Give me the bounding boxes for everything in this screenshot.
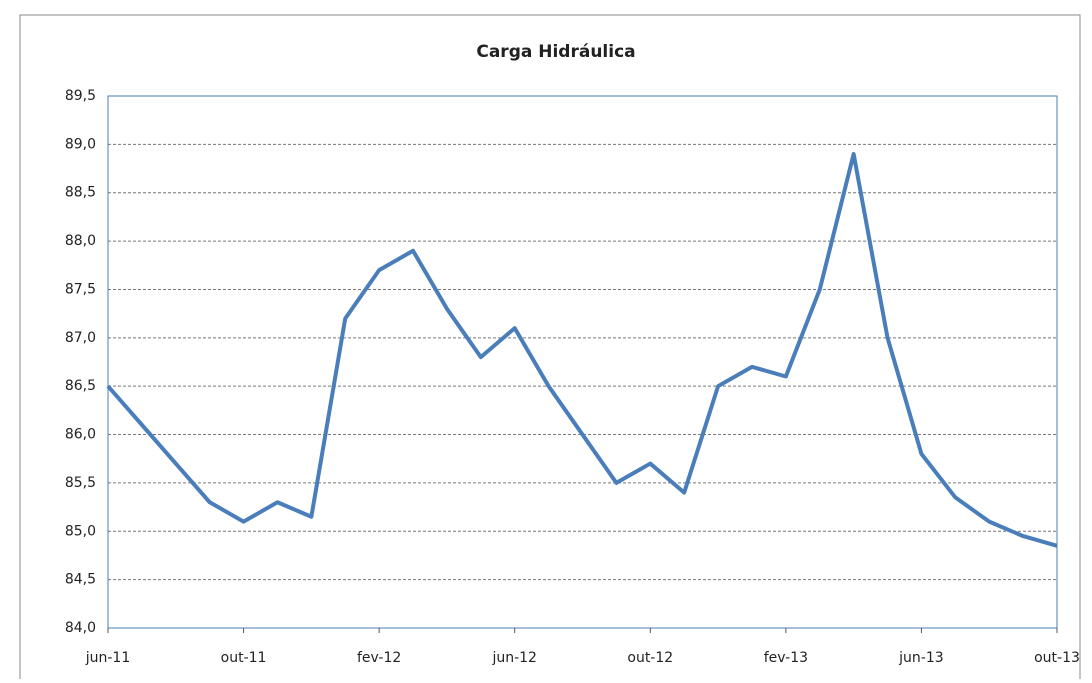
chart-frame <box>19 14 1081 683</box>
y-tick-label: 87,0 <box>65 330 96 346</box>
x-tick-label: jun-11 <box>85 650 131 666</box>
x-tick-label: out-12 <box>627 650 673 666</box>
plot-border <box>107 95 1058 629</box>
x-tick-label: fev-12 <box>357 650 401 666</box>
x-tick-label: jun-13 <box>898 650 944 666</box>
y-tick-label: 84,5 <box>65 572 96 588</box>
y-tick-label: 85,0 <box>65 523 96 539</box>
y-tick-label: 88,5 <box>65 185 96 201</box>
data-line <box>106 152 1058 548</box>
y-tick-label: 84,0 <box>65 620 96 636</box>
y-tick-label: 87,5 <box>65 281 96 297</box>
y-tick-label: 86,0 <box>65 427 96 443</box>
chart-title: Carga Hidráulica <box>476 42 635 62</box>
x-tick-label: out-13 <box>1034 650 1080 666</box>
y-tick-label: 86,5 <box>65 378 96 394</box>
y-tick-label: 89,0 <box>65 136 96 152</box>
x-tick-label: out-11 <box>221 650 267 666</box>
y-tick-label: 88,0 <box>65 233 96 249</box>
x-tick-label: jun-12 <box>491 650 537 666</box>
y-tick-label: 85,5 <box>65 475 96 491</box>
y-tick-label: 89,5 <box>65 88 96 104</box>
x-tick-label: fev-13 <box>764 650 808 666</box>
